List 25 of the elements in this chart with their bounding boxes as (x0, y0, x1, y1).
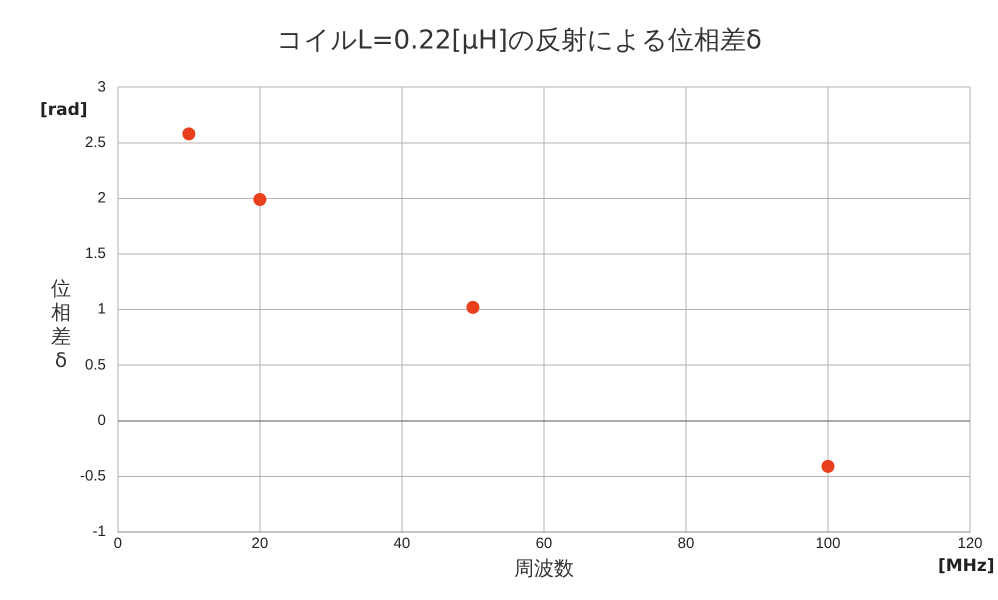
y-tick-label: 0 (98, 412, 106, 429)
x-tick-label: 120 (957, 535, 983, 552)
x-tick-label: 60 (536, 535, 552, 552)
point (182, 127, 196, 140)
x-tick-label: 0 (114, 535, 122, 552)
y-tick-label: -1 (92, 523, 106, 540)
text: [MHz] (938, 556, 995, 576)
x-tick-label: 40 (394, 535, 410, 552)
y-tick-label: 1 (98, 300, 106, 318)
x-axis-title: 周波数 (514, 556, 574, 580)
x-tick-label: 80 (678, 535, 694, 552)
chart-title: コイルL=0.22[μH]の反射による位相差δ (276, 25, 762, 56)
text: [rad] (40, 100, 88, 120)
point (466, 300, 480, 314)
point (821, 460, 834, 473)
point (253, 193, 266, 206)
y-axis-title: 位相差δ (50, 276, 72, 372)
y-tick-label: 1.5 (84, 245, 106, 262)
y-tick-label: 0.5 (84, 356, 106, 374)
x-tick-label: 100 (815, 535, 840, 552)
y-tick-label: 3 (98, 78, 106, 96)
y-tick-label: 2 (98, 190, 106, 207)
x-tick-label: 20 (252, 535, 268, 552)
y-tick-label: 2.5 (84, 134, 106, 151)
y-tick-label: -0.5 (80, 468, 106, 485)
